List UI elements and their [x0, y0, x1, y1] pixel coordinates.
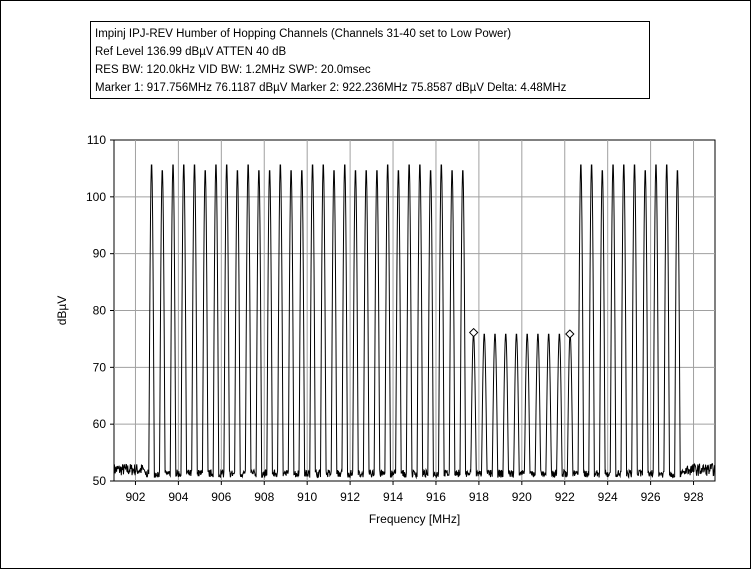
- x-tick-label: 904: [168, 490, 188, 504]
- x-tick-label: 928: [684, 490, 704, 504]
- x-tick-label: 902: [125, 490, 145, 504]
- x-tick-label: 914: [383, 490, 403, 504]
- x-tick-label: 922: [555, 490, 575, 504]
- x-tick-label: 926: [641, 490, 661, 504]
- y-tick-label: 70: [93, 360, 107, 374]
- x-tick-label: 916: [426, 490, 446, 504]
- x-axis-title: Frequency [MHz]: [369, 512, 460, 526]
- marker-info-box: Impinj IPJ-REV Humber of Hopping Channel…: [90, 21, 650, 99]
- ref-level-line: Ref Level 136.99 dBµV ATTEN 40 dB: [95, 46, 287, 58]
- y-tick-label: 60: [93, 417, 107, 431]
- x-tick-label: 910: [297, 490, 317, 504]
- y-tick-label: 80: [93, 304, 107, 318]
- trace-group: [113, 164, 716, 480]
- spectrum-trace: [113, 164, 716, 480]
- y-axis: 50 60 70 80 90 100 110: [86, 133, 114, 488]
- x-tick-label: 918: [469, 490, 489, 504]
- y-tick-label: 100: [86, 190, 106, 204]
- x-tick-label: 906: [211, 490, 231, 504]
- marker-1-diamond: [468, 327, 479, 338]
- y-tick-label: 50: [93, 474, 107, 488]
- x-tick-label: 920: [512, 490, 532, 504]
- y-tick-label: 110: [87, 133, 106, 147]
- x-tick-label: 924: [598, 490, 618, 504]
- y-axis-title: dBµV: [55, 296, 69, 326]
- chart-title: Impinj IPJ-REV Humber of Hopping Channel…: [95, 28, 512, 40]
- marker-group: [468, 327, 575, 339]
- bandwidth-line: RES BW: 120.0kHz VID BW: 1.2MHz SWP: 20.…: [95, 64, 371, 76]
- marker-readout-line: Marker 1: 917.756MHz 76.1187 dBµV Marker…: [95, 82, 567, 94]
- x-axis: 902 904 906 908 910 912 914 916 918 920 922 924 926 9…: [125, 481, 704, 504]
- x-tick-label: 912: [340, 490, 360, 504]
- x-tick-label: 908: [254, 490, 274, 504]
- y-tick-label: 90: [93, 247, 107, 261]
- marker-2-diamond: [565, 329, 575, 339]
